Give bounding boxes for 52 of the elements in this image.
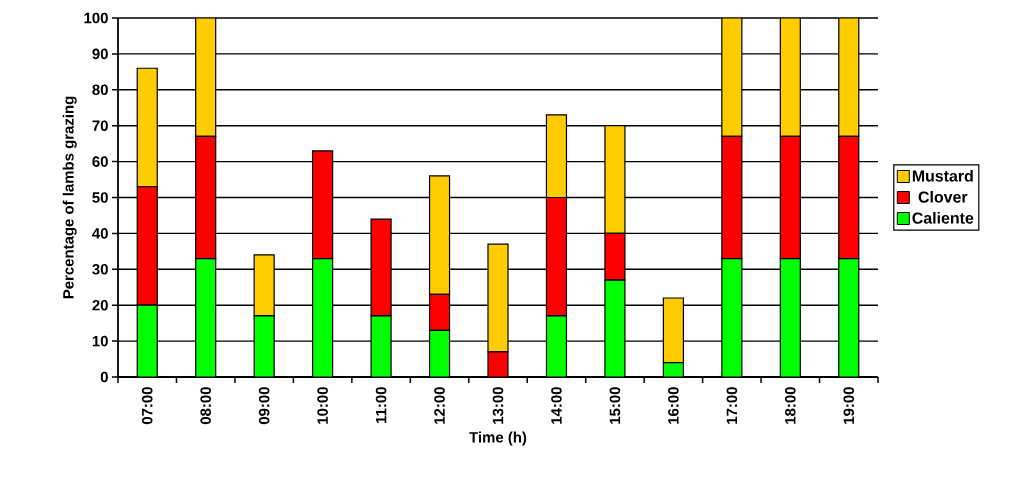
bar [195, 18, 217, 138]
bar [253, 254, 275, 317]
bar [545, 114, 568, 199]
bar [838, 257, 860, 377]
x-tick-label: 12:00 [434, 387, 445, 424]
y-tick-label: 100 [84, 12, 108, 24]
y-tick-label: 50 [92, 192, 108, 203]
x-tick-label: 07:00 [141, 387, 153, 425]
x-tick-label: 18:00 [785, 387, 796, 424]
x-tick-label: 09:00 [258, 387, 270, 425]
y-tick-label: 20 [92, 299, 108, 311]
bar [136, 304, 158, 377]
bar [545, 196, 568, 317]
bar [195, 135, 217, 260]
bar [428, 329, 451, 377]
bar [545, 315, 568, 377]
y-tick-label: 10 [92, 335, 108, 347]
bar [195, 257, 217, 377]
y-tick-label: 60 [92, 156, 108, 167]
bar [428, 293, 451, 331]
bar [838, 135, 860, 260]
bar [312, 150, 334, 260]
x-tick-label: 19:00 [843, 387, 855, 424]
bar [312, 257, 334, 377]
y-tick-label: 40 [92, 228, 108, 239]
legend-label: Mustard [912, 169, 973, 182]
y-tick-label: 90 [92, 48, 108, 60]
legend-label: Clover [918, 190, 968, 203]
y-tick-label: 0 [100, 371, 108, 383]
y-tick-label: 70 [92, 120, 108, 131]
bar [136, 67, 158, 188]
x-tick-label: 13:00 [492, 387, 504, 424]
bar [779, 18, 801, 138]
x-tick-label: 10:00 [317, 387, 328, 424]
x-tick-label: 16:00 [668, 387, 679, 424]
bar [838, 18, 860, 138]
bar [136, 186, 158, 306]
bar [779, 257, 801, 377]
x-tick-label: 08:00 [200, 387, 211, 425]
bar [253, 315, 275, 377]
bar [662, 297, 684, 364]
y-axis-title: Percentage of lambs grazing [62, 96, 77, 299]
x-tick-label: 15:00 [609, 387, 621, 424]
y-tick-label: 30 [92, 263, 108, 275]
bar [428, 175, 451, 296]
x-tick-label: 11:00 [375, 387, 387, 423]
x-axis-title: Time (h) [469, 431, 527, 446]
y-tick-label: 80 [92, 84, 108, 96]
bar [779, 135, 801, 260]
x-tick-label: 14:00 [551, 387, 562, 424]
legend-label: Caliente [912, 212, 974, 224]
x-tick-label: 17:00 [726, 387, 738, 424]
